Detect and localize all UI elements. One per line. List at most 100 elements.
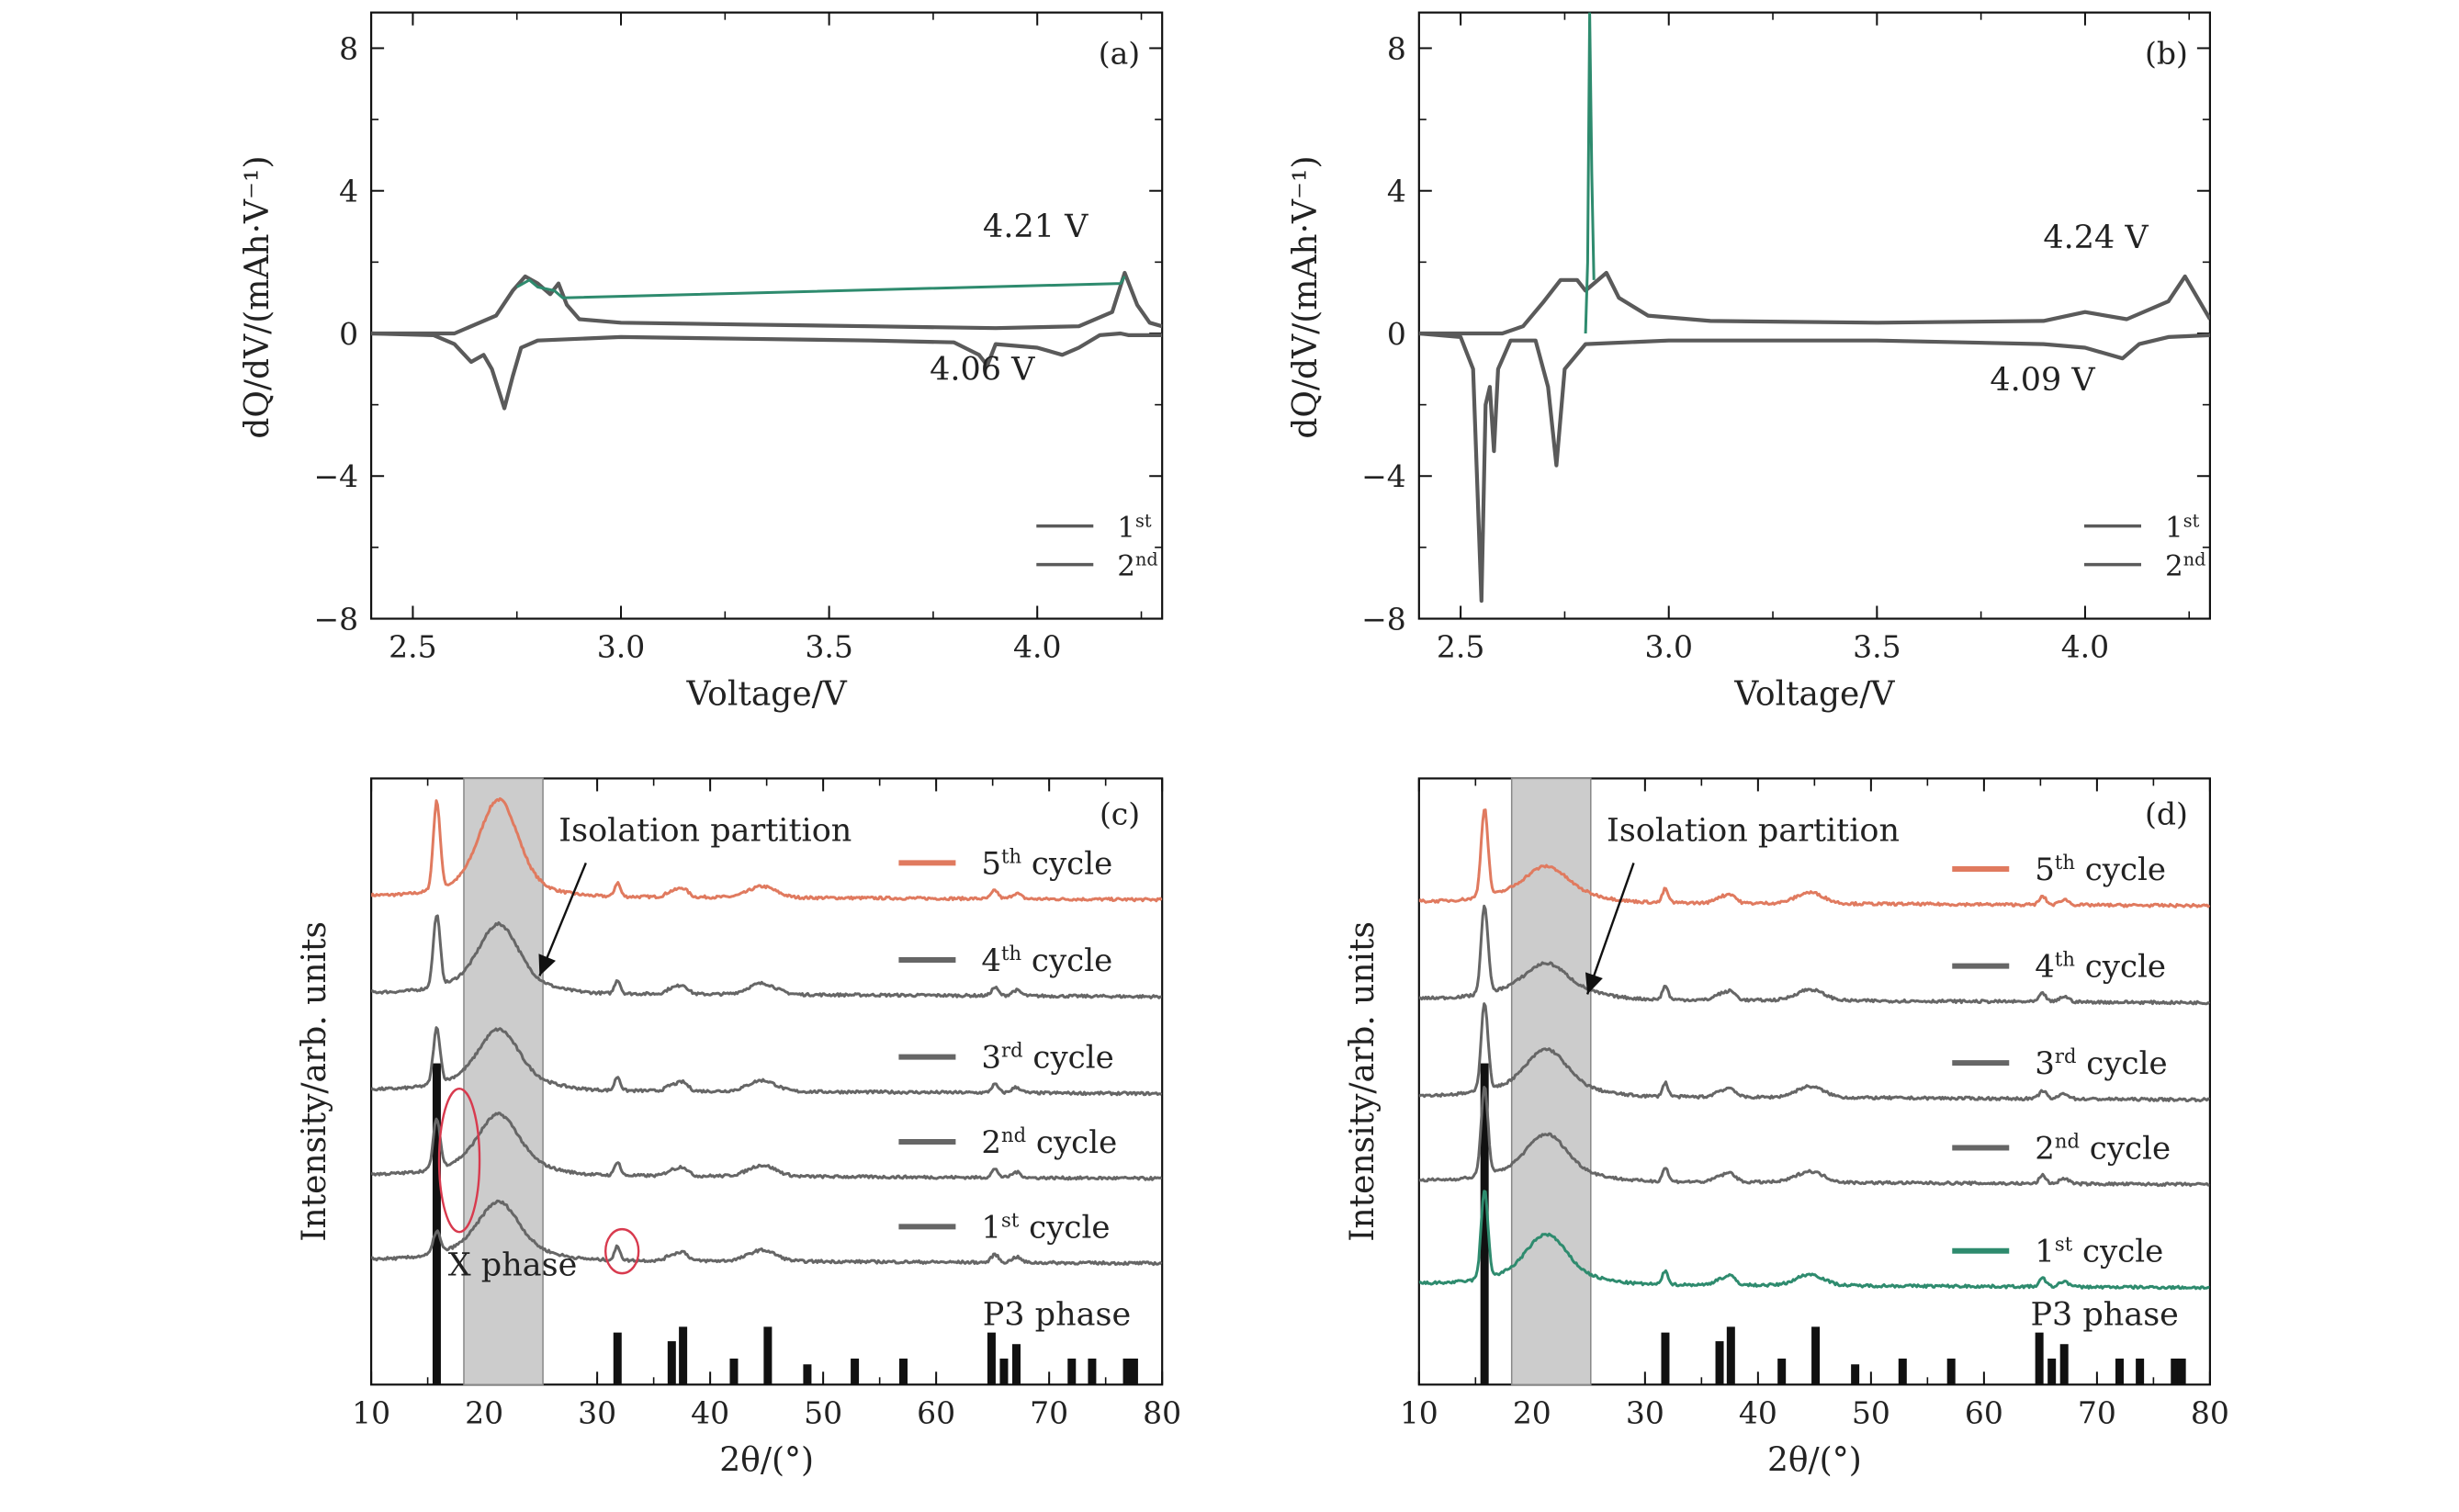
x-axis-label: Voltage/V	[1733, 676, 1895, 714]
reference-stick	[1067, 1358, 1077, 1385]
reference-stick	[987, 1332, 996, 1385]
y-tick-label: −8	[1361, 602, 1406, 638]
reference-stick	[679, 1326, 688, 1385]
series-line-2nd	[371, 270, 1163, 336]
arrow-head	[538, 953, 556, 976]
x-axis-label: Voltage/V	[685, 676, 847, 714]
x-tick-label: 2.5	[389, 629, 436, 665]
legend-label: 1st	[2165, 510, 2200, 545]
arrow-line	[1585, 863, 1635, 995]
peak-annotation: 4.09 V	[1990, 362, 2095, 399]
y-axis-label: Intensity/arb. units	[1344, 921, 1382, 1242]
x-tick-label: 70	[1030, 1394, 1068, 1430]
legend-label: 1st cycle	[981, 1208, 1110, 1247]
isolation-region	[463, 777, 544, 1386]
y-tick-label: 8	[1387, 30, 1406, 66]
legend-label: 2nd	[2165, 548, 2205, 583]
reference-stick	[1480, 1063, 1489, 1385]
panel-letter: (c)	[1100, 795, 1140, 831]
plot-frame	[370, 11, 1164, 620]
reference-stick	[613, 1332, 622, 1385]
x-tick-label: 20	[465, 1394, 503, 1430]
xrd-pattern-3	[371, 1026, 1163, 1097]
panel-b: 2.5 3.0 3.5 4.0 Voltage/V −8 −4 0 4 8 dQ/dV/(mAh·V…	[1287, 11, 2211, 714]
y-tick-label: 4	[1387, 174, 1406, 209]
x-tick-label: 80	[2191, 1394, 2229, 1430]
x-tick-label: 3.5	[1853, 629, 1901, 665]
reference-stick	[2171, 1358, 2180, 1385]
x-tick-label: 2.5	[1437, 629, 1484, 665]
reference-stick	[803, 1364, 812, 1385]
x-axis-label: 2θ/(°)	[1767, 1441, 1862, 1479]
xrd-pattern-1	[371, 1199, 1163, 1267]
xrd-pattern-5	[371, 796, 1163, 903]
y-tick-label: −4	[1361, 458, 1406, 494]
reference-stick	[1129, 1358, 1138, 1385]
series-line-1st-charge	[515, 276, 1126, 299]
reference-stick	[2115, 1358, 2124, 1385]
x-tick-label: 3.0	[597, 629, 645, 665]
peak-annotation: 4.24 V	[2043, 220, 2149, 256]
y-axis-label: Intensity/arb. units	[296, 921, 333, 1242]
legend-label: 2nd cycle	[2035, 1129, 2171, 1168]
xrd-pattern-2	[371, 1111, 1163, 1181]
reference-stick	[667, 1341, 676, 1385]
reference-stick	[763, 1326, 773, 1385]
legend-label: 1st	[1117, 510, 1152, 545]
reference-stick	[2047, 1358, 2057, 1385]
reference-stick	[2059, 1344, 2069, 1385]
series-line-2nd	[1418, 270, 2210, 336]
panel-c: 10 20 30 40 50 60 70 80 2θ/(°) Intensity/arb. uni…	[296, 777, 1181, 1479]
x-tick-label: 60	[917, 1394, 955, 1430]
reference-label: P3 phase	[983, 1296, 1131, 1333]
legend-label: 3rd cycle	[2035, 1044, 2167, 1083]
x-tick-label: 50	[804, 1394, 842, 1430]
x-phase-marker	[437, 1087, 481, 1234]
y-tick-label: 4	[339, 174, 358, 209]
reference-stick	[1088, 1358, 1097, 1385]
reference-stick	[1898, 1358, 1907, 1385]
x-axis-label: 2θ/(°)	[719, 1441, 814, 1479]
panel-letter: (d)	[2145, 795, 2188, 831]
x-tick-label: 10	[1400, 1394, 1438, 1430]
reference-stick	[1811, 1326, 1821, 1385]
series-line-1st-charge	[1584, 12, 1596, 334]
x-tick-label: 4.0	[1013, 629, 1061, 665]
x-tick-label: 20	[1513, 1394, 1551, 1430]
y-axis-label: dQ/dV/(mAh·V⁻¹)	[1287, 155, 1325, 438]
x-phase-marker	[603, 1227, 640, 1275]
reference-stick	[1661, 1332, 1670, 1385]
peak-annotation: 4.06 V	[930, 351, 1035, 388]
x-tick-label: 10	[352, 1394, 390, 1430]
x-tick-label: 80	[1143, 1394, 1181, 1430]
legend-label: 4th cycle	[981, 941, 1112, 979]
isolation-region	[1510, 777, 1592, 1386]
reference-stick	[1851, 1364, 1860, 1385]
y-tick-label: −8	[313, 602, 358, 638]
x-tick-label: 30	[1626, 1394, 1664, 1430]
reference-stick	[1122, 1358, 1132, 1385]
x-tick-label: 50	[1852, 1394, 1890, 1430]
reference-label: P3 phase	[2030, 1296, 2178, 1333]
series-line-1st	[1418, 331, 2210, 604]
xrd-pattern-4	[1418, 904, 2210, 1006]
legend-label: 1st cycle	[2035, 1232, 2163, 1270]
panel-d: 10 20 30 40 50 60 70 80 2θ/(°) Intensity/arb. uni…	[1344, 777, 2229, 1479]
peak-annotation: 4.21 V	[983, 209, 1089, 245]
panel-a: 2.5 3.0 3.5 4.0 Voltage/V −8 −4 0 4 8 dQ/dV/(mAh·V…	[239, 11, 1164, 714]
reference-stick	[898, 1358, 908, 1385]
xrd-pattern-5	[1418, 808, 2210, 908]
reference-stick	[1726, 1326, 1735, 1385]
reference-stick	[2177, 1358, 2186, 1385]
reference-stick	[2035, 1332, 2044, 1385]
x-tick-label: 4.0	[2061, 629, 2109, 665]
y-tick-label: 0	[339, 316, 358, 352]
x-tick-label: 70	[2078, 1394, 2116, 1430]
reference-stick	[999, 1358, 1009, 1385]
reference-stick	[432, 1063, 441, 1385]
reference-stick	[851, 1358, 860, 1385]
series-line-1st	[371, 331, 1163, 411]
panel-letter: (a)	[1099, 36, 1140, 72]
x-tick-label: 40	[691, 1394, 729, 1430]
x-tick-label: 3.5	[805, 629, 852, 665]
